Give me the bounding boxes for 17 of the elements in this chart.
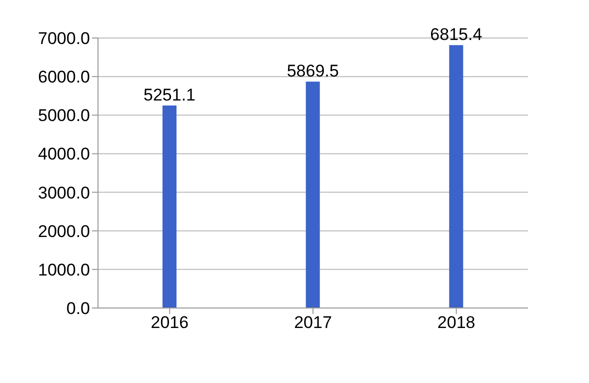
y-tick-label: 5000.0	[38, 106, 90, 126]
data-label: 5869.5	[286, 62, 339, 81]
y-tick-label: 7000.0	[38, 29, 90, 48]
y-tick-label: 6000.0	[38, 68, 90, 87]
x-tick-label: 2018	[437, 313, 476, 332]
y-tick-label: 4000.0	[38, 144, 90, 164]
x-tick-label: 2017	[294, 313, 332, 332]
y-tick-label: 3000.0	[38, 183, 90, 202]
bar	[306, 82, 320, 308]
bar	[449, 45, 464, 308]
data-label: 6815.4	[430, 25, 482, 44]
x-tick-label: 2016	[150, 313, 189, 332]
y-tick-label: 2000.0	[38, 222, 90, 241]
bar	[162, 105, 176, 308]
y-tick-label: 1000.0	[38, 260, 90, 280]
y-tick-label: 0.0	[66, 299, 90, 318]
data-label: 5251.1	[144, 85, 196, 104]
